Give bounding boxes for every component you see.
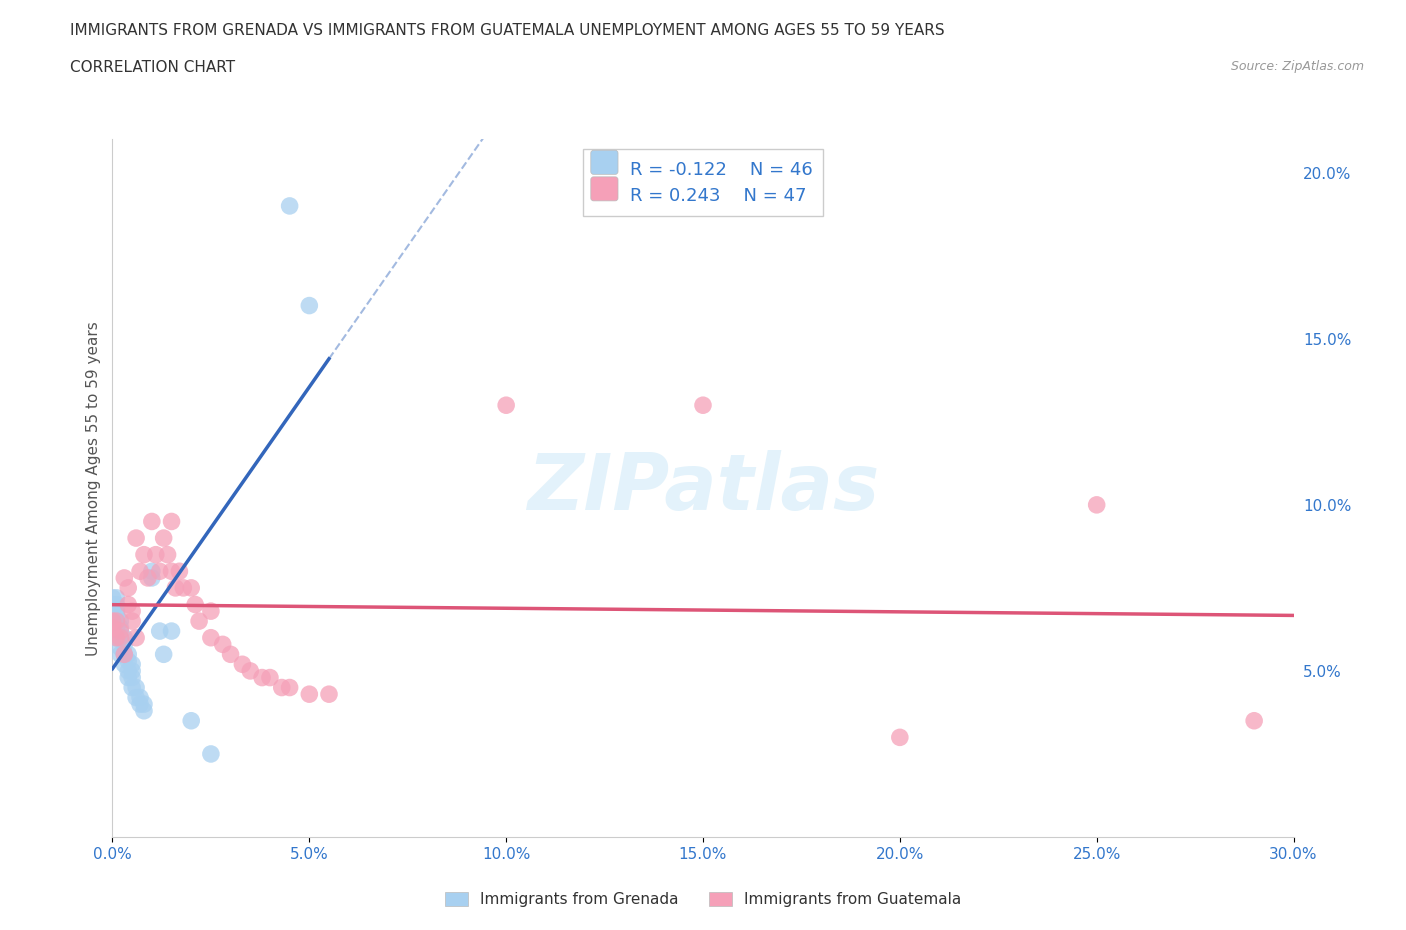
Point	[250, 671, 273, 685]
Point	[110, 640, 132, 655]
Point	[149, 624, 172, 639]
Point	[125, 531, 148, 546]
Point	[121, 614, 143, 629]
Point	[278, 680, 301, 695]
Point	[112, 631, 135, 645]
Point	[105, 631, 128, 645]
Point	[200, 631, 222, 645]
Point	[132, 703, 155, 718]
Point	[889, 730, 911, 745]
Point	[172, 580, 194, 595]
Point	[112, 657, 135, 671]
Point	[110, 631, 132, 645]
Point	[298, 686, 321, 701]
Point	[160, 624, 183, 639]
Text: Source: ZipAtlas.com: Source: ZipAtlas.com	[1230, 60, 1364, 73]
Point	[101, 614, 124, 629]
Point	[180, 580, 202, 595]
Point	[105, 614, 128, 629]
Y-axis label: Unemployment Among Ages 55 to 59 years: Unemployment Among Ages 55 to 59 years	[86, 321, 101, 656]
Point	[145, 547, 167, 562]
Point	[152, 531, 174, 546]
Point	[152, 647, 174, 662]
Point	[117, 647, 139, 662]
Point	[101, 591, 124, 605]
Point	[141, 570, 163, 585]
Point	[231, 657, 253, 671]
Point	[132, 547, 155, 562]
Point	[101, 620, 124, 635]
Point	[184, 597, 207, 612]
Point	[169, 564, 191, 578]
Point	[117, 671, 139, 685]
Point	[105, 624, 128, 639]
Point	[110, 624, 132, 639]
Point	[1085, 498, 1108, 512]
Text: ZIPatlas: ZIPatlas	[527, 450, 879, 526]
Point	[121, 671, 143, 685]
Point	[105, 620, 128, 635]
Point	[278, 198, 301, 213]
Point	[110, 620, 132, 635]
Point	[101, 620, 124, 635]
Point	[125, 631, 148, 645]
Point	[125, 680, 148, 695]
Point	[298, 299, 321, 313]
Point	[129, 690, 152, 705]
Point	[105, 604, 128, 618]
Point	[1243, 713, 1265, 728]
Point	[129, 564, 152, 578]
Point	[270, 680, 292, 695]
Point	[105, 631, 128, 645]
Point	[129, 697, 152, 711]
Point	[121, 663, 143, 678]
Point	[165, 580, 187, 595]
Point	[101, 601, 124, 616]
Point	[101, 607, 124, 622]
Point	[160, 564, 183, 578]
Text: CORRELATION CHART: CORRELATION CHART	[70, 60, 235, 75]
Point	[318, 686, 340, 701]
Point	[117, 654, 139, 669]
Point	[117, 663, 139, 678]
Point	[112, 647, 135, 662]
Point	[121, 657, 143, 671]
Point	[132, 697, 155, 711]
Point	[105, 607, 128, 622]
Point	[211, 637, 233, 652]
Point	[110, 647, 132, 662]
Point	[180, 713, 202, 728]
Point	[125, 690, 148, 705]
Point	[117, 580, 139, 595]
Point	[101, 614, 124, 629]
Point	[200, 604, 222, 618]
Point	[495, 398, 517, 413]
Point	[200, 747, 222, 762]
Point	[259, 671, 281, 685]
Text: IMMIGRANTS FROM GRENADA VS IMMIGRANTS FROM GUATEMALA UNEMPLOYMENT AMONG AGES 55 : IMMIGRANTS FROM GRENADA VS IMMIGRANTS FR…	[70, 23, 945, 38]
Point	[188, 614, 211, 629]
Point	[112, 570, 135, 585]
Point	[117, 597, 139, 612]
Point	[141, 514, 163, 529]
Point	[156, 547, 179, 562]
Point	[112, 637, 135, 652]
Point	[101, 597, 124, 612]
Point	[149, 564, 172, 578]
Point	[121, 680, 143, 695]
Point	[112, 647, 135, 662]
Point	[105, 597, 128, 612]
Point	[160, 514, 183, 529]
Point	[121, 604, 143, 618]
Point	[692, 398, 714, 413]
Point	[105, 591, 128, 605]
Point	[141, 564, 163, 578]
Point	[105, 614, 128, 629]
Point	[219, 647, 242, 662]
Legend: Immigrants from Grenada, Immigrants from Guatemala: Immigrants from Grenada, Immigrants from…	[439, 885, 967, 913]
Point	[110, 631, 132, 645]
Point	[239, 663, 262, 678]
Point	[136, 570, 159, 585]
Point	[110, 614, 132, 629]
